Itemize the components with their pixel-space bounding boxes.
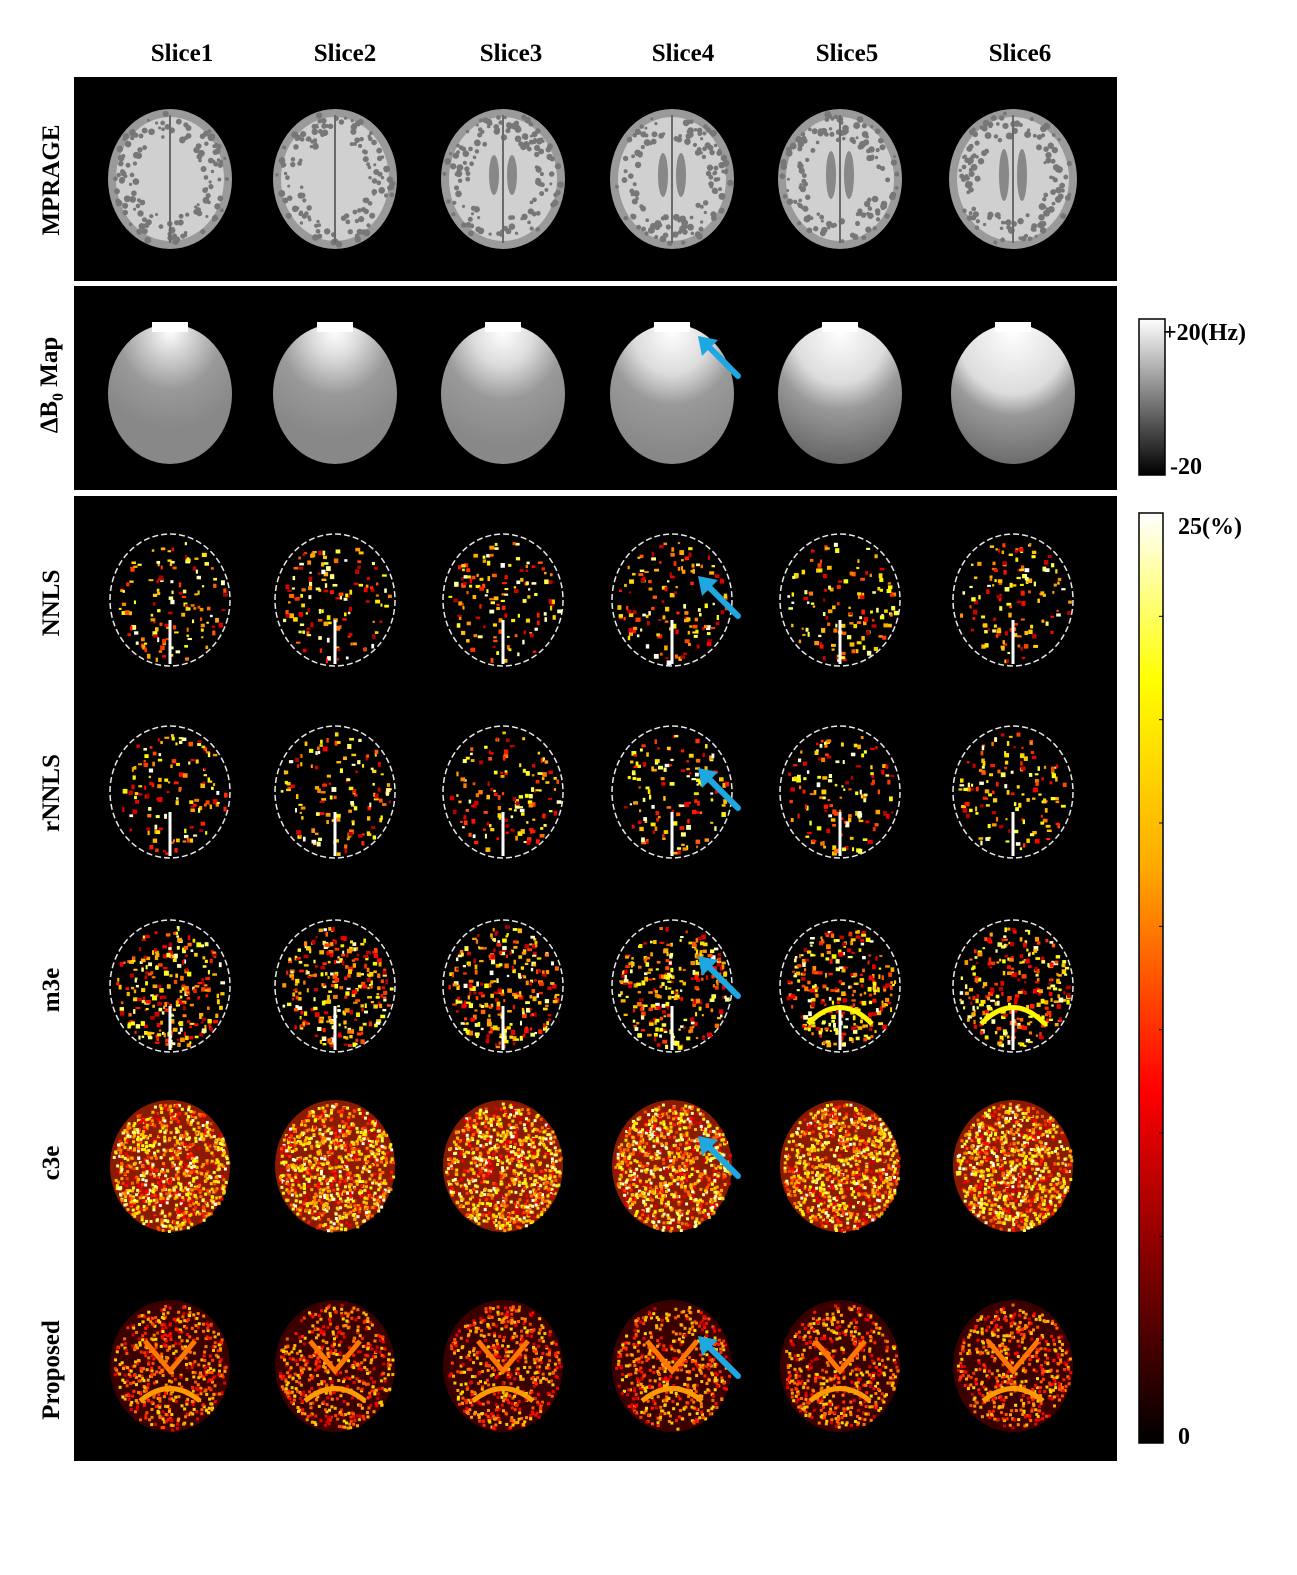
mwf-row4-slice-5: [780, 1100, 901, 1233]
colorbar-mwf-max-label: 25(%): [1178, 514, 1242, 540]
mprage-slice-3: [441, 109, 565, 249]
mwf-row1-slice-4: [611, 533, 733, 667]
colorbar-b0-gradient: [1138, 318, 1166, 476]
b0-slice-5: [778, 322, 902, 464]
mwf-row4-slice-6: [953, 1100, 1074, 1232]
row-label-b0-main: ΔB: [36, 400, 63, 434]
colorbar-b0-min-label: -20: [1170, 454, 1202, 480]
mwf-row5-slice-1: [110, 1300, 230, 1432]
mwf-row4-slice-3: [443, 1100, 563, 1233]
mwf-row4-slice-4: [612, 1100, 732, 1233]
b0-map-images: [108, 322, 1075, 464]
b0-map-panel: [74, 286, 1117, 490]
mwf-panel: [74, 496, 1117, 1461]
mwf-map-images: [109, 533, 1074, 1432]
mwf-row2-slice-5: [779, 725, 901, 859]
mwf-row1-slice-1: [109, 533, 231, 667]
mwf-row5-slice-3: [443, 1300, 563, 1432]
column-label-slice3: Slice3: [479, 40, 543, 67]
mwf-row3-slice-3: [442, 919, 564, 1053]
column-label-slice2: Slice2: [313, 40, 377, 67]
mwf-row3-slice-2: [274, 919, 396, 1053]
row-label-b0-suffix: Map: [36, 336, 63, 393]
column-label-slice4: Slice4: [651, 40, 715, 67]
mwf-row1-slice-6: [952, 533, 1074, 667]
mwf-row5-slice-5: [780, 1300, 900, 1432]
mprage-slice-5: [778, 109, 902, 249]
blue-arrow-3: [698, 768, 741, 811]
mwf-row1-slice-2: [274, 533, 396, 667]
row-label-m3e: m3e: [38, 967, 65, 1013]
mwf-row2-slice-1: [109, 725, 231, 859]
blue-arrow-5: [698, 1136, 741, 1179]
blue-arrow-1: [698, 336, 741, 379]
mwf-row4-slice-2: [275, 1100, 396, 1233]
mwf-row2-slice-4: [611, 725, 733, 859]
b0-slice-2: [273, 322, 397, 464]
mwf-row3-slice-6: [952, 919, 1074, 1053]
mprage-slice-6: [949, 109, 1077, 249]
mwf-row3-slice-5: [779, 919, 901, 1053]
row-label-mprage: MPRAGE: [38, 124, 65, 236]
row-label-b0-map: ΔB0 Map: [36, 337, 68, 434]
row-label-rnnls: rNNLS: [38, 754, 65, 832]
b0-slice-3: [441, 322, 565, 464]
blue-arrow-6: [698, 1336, 741, 1379]
mwf-row3-slice-4: [611, 919, 733, 1053]
row-label-c3e: c3e: [38, 1145, 65, 1181]
column-label-slice5: Slice5: [815, 40, 879, 67]
mwf-row5-slice-4: [612, 1300, 732, 1432]
mwf-row5-slice-6: [953, 1300, 1073, 1432]
b0-slice-4: [610, 322, 734, 464]
mprage-panel: [74, 77, 1117, 281]
blue-arrow-4: [698, 956, 741, 999]
mwf-row2-slice-3: [442, 725, 564, 859]
mprage-images: [108, 109, 1077, 249]
mwf-row4-slice-1: [110, 1100, 231, 1233]
blue-arrow-2: [698, 576, 741, 619]
row-label-proposed: Proposed: [38, 1320, 65, 1420]
mwf-row2-slice-6: [952, 725, 1074, 859]
mwf-row1-slice-5: [779, 533, 901, 667]
row-label-b0-sub: 0: [50, 392, 67, 401]
mprage-slice-1: [108, 109, 232, 249]
column-label-slice1: Slice1: [150, 40, 214, 67]
colorbar-mwf-gradient: [1138, 512, 1164, 1444]
mprage-slice-4: [610, 109, 734, 249]
b0-slice-6: [951, 322, 1075, 464]
mwf-row1-slice-3: [442, 533, 564, 667]
column-label-slice6: Slice6: [988, 40, 1052, 67]
colorbar-b0-max-label: +20(Hz): [1163, 320, 1246, 346]
mwf-row5-slice-2: [275, 1300, 395, 1432]
row-label-nnls: NNLS: [38, 569, 65, 637]
mwf-row2-slice-2: [274, 725, 396, 859]
mprage-slice-2: [273, 109, 397, 249]
mwf-row3-slice-1: [109, 919, 231, 1053]
b0-slice-1: [108, 322, 232, 464]
colorbar-mwf-min-label: 0: [1178, 1424, 1190, 1450]
